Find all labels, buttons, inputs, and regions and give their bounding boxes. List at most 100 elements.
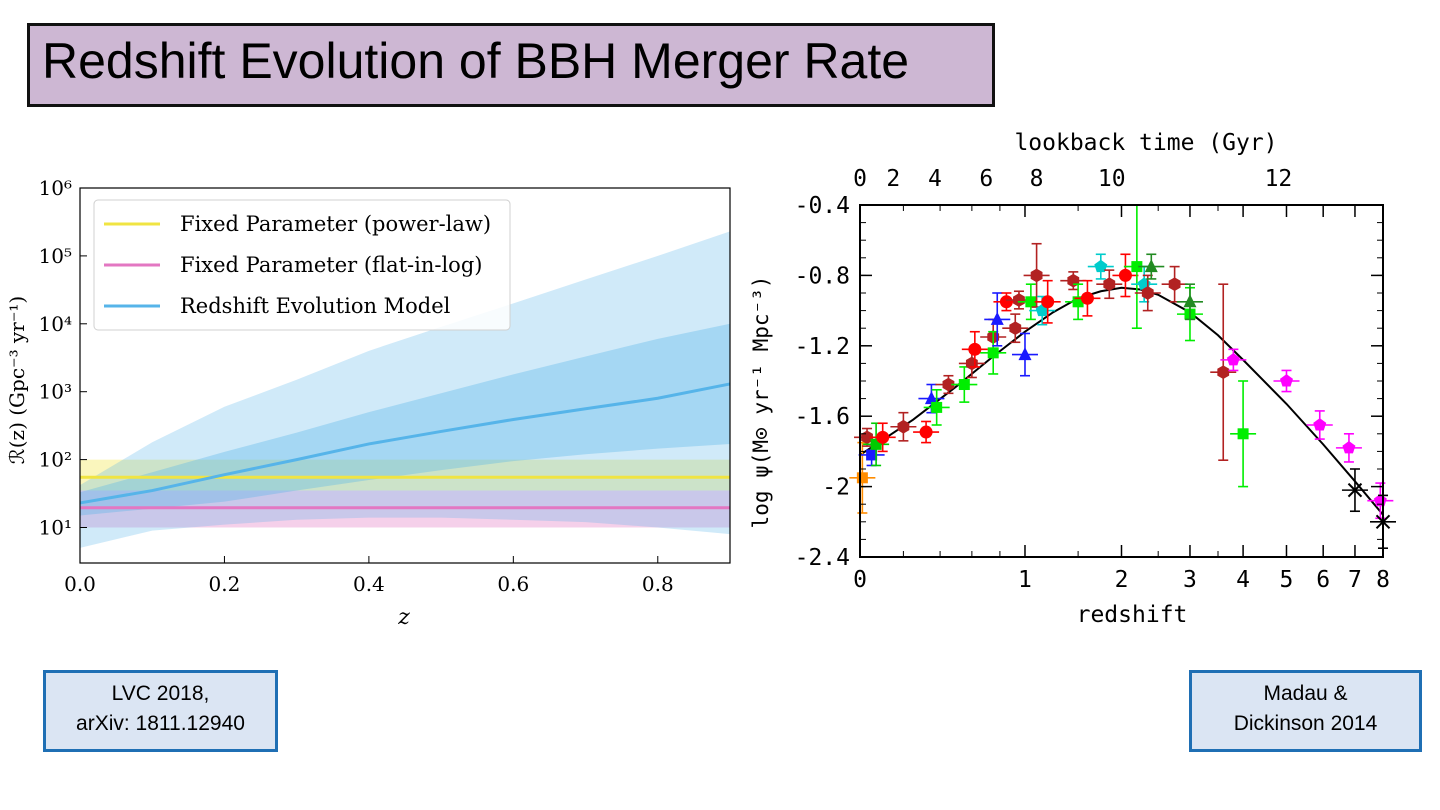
- data-point: [856, 472, 868, 484]
- slide-title-box: Redshift Evolution of BBH Merger Rate: [27, 23, 995, 107]
- y-tick-label: 10⁶: [39, 176, 72, 200]
- data-point: [1226, 353, 1240, 366]
- x-tick-label: 3: [1183, 567, 1197, 593]
- x-tick-label: 0.8: [642, 572, 674, 596]
- x-tick-label: 7: [1348, 567, 1362, 593]
- top-tick-label: 0: [853, 166, 867, 192]
- data-point: [1168, 277, 1181, 292]
- series-line: [79, 382, 731, 505]
- top-axis-label: lookback time (Gyr): [1014, 130, 1277, 156]
- data-point: [1025, 296, 1037, 308]
- data-point: [1118, 268, 1132, 282]
- data-point: [870, 438, 882, 450]
- data-point: [958, 379, 970, 391]
- citation-line-2: Dickinson 2014: [1233, 712, 1378, 735]
- data-point: [987, 347, 999, 359]
- data-point: [1018, 347, 1032, 361]
- x-tick-label: 2: [1115, 567, 1129, 593]
- legend-label: Fixed Parameter (power-law): [180, 212, 491, 236]
- rate-median-lines: [79, 382, 731, 510]
- band-90: [80, 231, 730, 548]
- data-point: [1144, 259, 1158, 273]
- plot-frame: [79, 187, 731, 564]
- data-point: [1094, 259, 1108, 273]
- y-tick-label: 10⁴: [39, 312, 72, 336]
- x-tick-label: 6: [1316, 567, 1330, 593]
- x-tick-label: 0.2: [209, 572, 241, 596]
- data-point: [1279, 374, 1293, 387]
- data-point: [924, 391, 938, 405]
- top-tick-label: 8: [1030, 166, 1044, 192]
- top-tick-label: 12: [1265, 166, 1293, 192]
- data-point: [1072, 296, 1084, 308]
- fit-curve: [859, 286, 1384, 516]
- data-point: [897, 419, 910, 434]
- x-tick-label: 1: [1018, 567, 1032, 593]
- data-point: [919, 425, 933, 439]
- y-tick-label: -1.6: [795, 404, 850, 430]
- rate-bands: [80, 231, 730, 548]
- y-tick-label: 10³: [39, 380, 72, 404]
- top-tick-label: 10: [1098, 166, 1126, 192]
- citation-line-1: LVC 2018,: [111, 682, 210, 705]
- data-point: [1217, 365, 1230, 380]
- data-point: [968, 342, 982, 356]
- x-tick-label: 0.4: [353, 572, 385, 596]
- x-tick-label: 8: [1376, 567, 1390, 593]
- citation-line-1: Madau &: [1263, 682, 1348, 705]
- citation-madau: Madau & Dickinson 2014: [1189, 670, 1422, 752]
- star-formation-chart: 0 1 2 3 4 5 6 7 80 2 4 6 8 10 12-0.4-0.8-1.2-1.6-2-2.4…: [749, 130, 1396, 628]
- x-tick-label: 0: [853, 567, 867, 593]
- x-tick-label: 5: [1280, 567, 1294, 593]
- legend-label: Redshift Evolution Model: [180, 294, 451, 318]
- data-point: [866, 449, 878, 461]
- y-tick-label: -1.2: [795, 334, 850, 360]
- data-point: [1009, 321, 1022, 336]
- band-50: [80, 323, 730, 516]
- x-tick-label: 0.6: [497, 572, 529, 596]
- x-axis-label: redshift: [1077, 602, 1188, 628]
- data-point: [942, 377, 955, 392]
- y-tick-label: -0.8: [795, 263, 850, 289]
- data-point: [876, 430, 890, 444]
- data-point: [1013, 293, 1025, 307]
- x-axis-label: z: [397, 605, 410, 630]
- legend-box: [93, 199, 511, 331]
- top-tick-label: 4: [928, 166, 942, 192]
- citation-lvc: LVC 2018, arXiv: 1811.12940: [43, 670, 278, 752]
- y-tick-label: 10²: [39, 448, 72, 472]
- fit-line: [859, 286, 1384, 516]
- plot-frame: [859, 204, 1384, 558]
- data-point: [1030, 268, 1043, 283]
- legend-label: Fixed Parameter (flat-in-log): [180, 253, 482, 277]
- y-tick-label: 10⁵: [39, 244, 72, 268]
- data-point: [1041, 295, 1055, 309]
- x-tick-label: 0.0: [64, 572, 96, 596]
- y-tick-label: -2.4: [795, 545, 850, 571]
- data-point: [1103, 277, 1116, 292]
- merger-rate-chart: 0.0 0.2 0.4 0.6 0.8 10¹ 10² 10³ 10⁴ 10⁵ 10⁶ Fixed …: [5, 176, 731, 630]
- data-point: [1141, 286, 1154, 300]
- axis-ticks: 0 1 2 3 4 5 6 7 80 2 4 6 8 10 12-0.4-0.8-1.2-1.6-2-2.4: [795, 166, 1390, 593]
- data-point: [931, 401, 943, 413]
- data-point: [999, 295, 1013, 309]
- data-point: [1342, 441, 1356, 454]
- data-point: [1313, 418, 1327, 431]
- y-axis-label: ℛ(z) (Gpc⁻³ yr⁻¹): [5, 296, 29, 464]
- band-90: [80, 459, 730, 491]
- axis-ticks: 0.0 0.2 0.4 0.6 0.8 10¹ 10² 10³ 10⁴ 10⁵ 10⁶: [39, 176, 674, 596]
- data-point: [1183, 294, 1197, 308]
- data-point: [990, 311, 1004, 325]
- legend: Fixed Parameter (power-law) Fixed Paramet…: [93, 199, 511, 331]
- slide-title: Redshift Evolution of BBH Merger Rate: [42, 33, 910, 89]
- top-tick-label: 6: [979, 166, 993, 192]
- top-tick-label: 2: [886, 166, 900, 192]
- data-point: [965, 356, 978, 371]
- citation-line-2: arXiv: 1811.12940: [76, 712, 245, 735]
- y-axis-label: log ψ(M⊙ yr⁻¹ Mpc⁻³): [749, 276, 773, 529]
- data-point: [1131, 261, 1143, 273]
- data-points: [849, 204, 1396, 550]
- y-tick-label: -2: [822, 475, 850, 501]
- data-point: [1237, 428, 1249, 440]
- data-point: [1080, 291, 1094, 305]
